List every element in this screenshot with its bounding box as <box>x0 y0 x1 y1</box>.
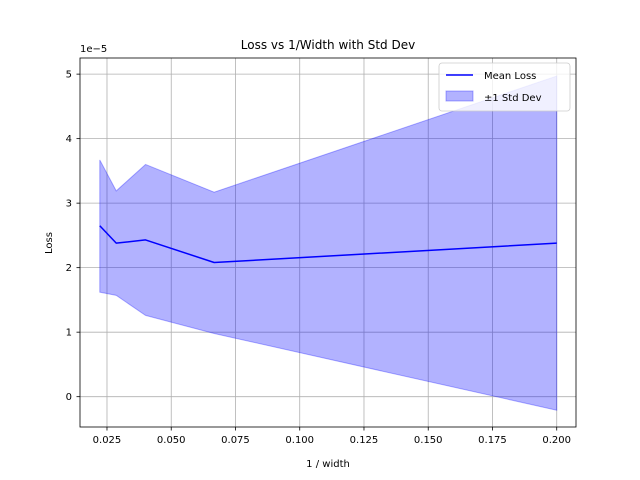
y-tick-label: 3 <box>66 199 72 210</box>
legend-std-band-swatch <box>445 90 474 102</box>
plot-frame <box>79 57 577 428</box>
y-tick-label: 1 <box>66 328 72 339</box>
std-dev-band <box>99 75 558 411</box>
std-band-layer <box>99 75 558 411</box>
x-tick-label: 0.150 <box>414 435 443 446</box>
x-tick-label: 0.200 <box>542 435 571 446</box>
x-tick-label: 0.075 <box>221 435 250 446</box>
mean-line-layer <box>99 225 557 264</box>
chart-title: Loss vs 1/Width with Std Dev <box>241 38 415 52</box>
mean-loss-line <box>99 225 557 264</box>
x-axis-label: 1 / width <box>306 459 350 470</box>
y-tick-label: 5 <box>66 70 72 81</box>
x-tick-label: 0.050 <box>157 435 186 446</box>
y-axis: 0 1 2 3 4 5 <box>66 70 80 403</box>
x-tick-label: 0.100 <box>285 435 314 446</box>
grid <box>80 58 576 427</box>
x-tick-label: 0.125 <box>350 435 379 446</box>
y-tick-label: 4 <box>66 134 72 145</box>
x-tick-label: 0.175 <box>478 435 507 446</box>
y-tick-label: 2 <box>66 263 72 274</box>
y-axis-label: Loss <box>44 232 55 254</box>
x-axis: 0.025 0.050 0.075 0.100 0.125 0.150 0.175 0.200 <box>93 427 571 446</box>
x-tick-label: 0.025 <box>93 435 122 446</box>
legend: Mean Loss ±1 Std Dev <box>438 62 571 112</box>
legend-mean-loss-label: Mean Loss <box>484 71 536 82</box>
legend-std-band-label: ±1 Std Dev <box>484 93 542 104</box>
y-scale-offset-label: 1e−5 <box>80 44 107 55</box>
y-tick-label: 0 <box>66 392 72 403</box>
